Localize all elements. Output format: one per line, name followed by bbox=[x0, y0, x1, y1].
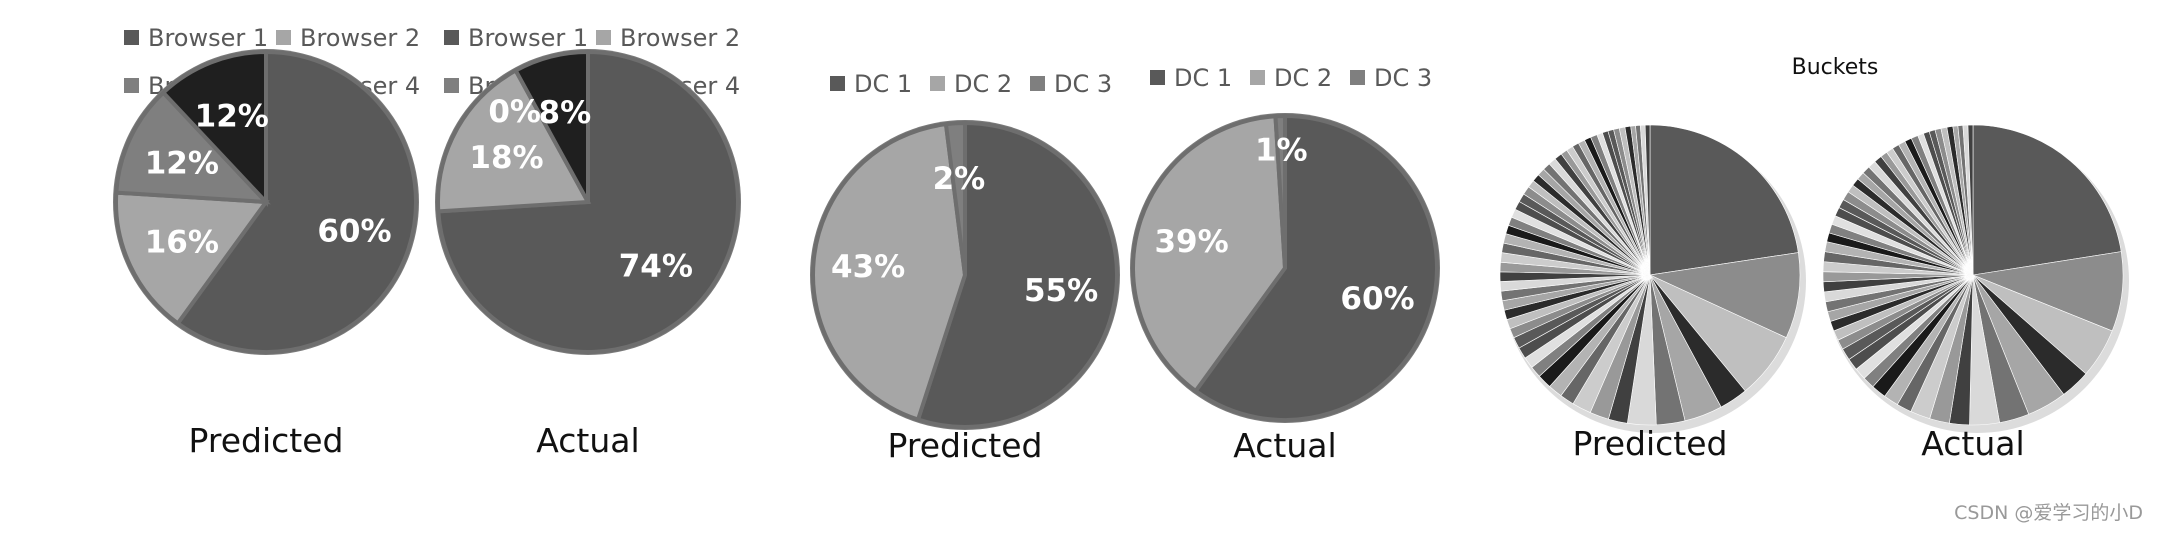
data-label: 18% bbox=[469, 140, 543, 176]
pie-slice bbox=[1967, 124, 1974, 276]
data-label: 39% bbox=[1154, 224, 1228, 260]
legend-swatch bbox=[444, 30, 459, 45]
pie-slice bbox=[1648, 252, 1801, 339]
pie-browser-actual: 74% 18% 0%8% bbox=[435, 49, 741, 355]
data-label: 8% bbox=[539, 95, 592, 131]
pie-slice bbox=[1273, 113, 1287, 269]
pie-caption: Predicted bbox=[888, 426, 1043, 465]
pie-caption: Actual bbox=[536, 421, 639, 460]
pie-slice bbox=[436, 67, 592, 214]
data-label: 2% bbox=[933, 161, 986, 197]
pie-slice bbox=[1644, 124, 1651, 276]
data-label: 1% bbox=[1255, 132, 1308, 168]
legend-swatch bbox=[596, 30, 611, 45]
data-label: 43% bbox=[831, 249, 905, 285]
legend-label: DC 1 bbox=[854, 70, 912, 98]
pie-browser-predicted: 60% 16% 12% 12% bbox=[113, 49, 419, 355]
watermark: CSDN @爱学习的小D bbox=[1954, 502, 2143, 524]
data-label: 12% bbox=[195, 99, 269, 135]
legend-swatch bbox=[1150, 70, 1165, 85]
pie-caption: Actual bbox=[1233, 426, 1336, 465]
pie-slice bbox=[1131, 114, 1288, 394]
legend-swatch bbox=[276, 30, 291, 45]
data-label: 60% bbox=[317, 214, 391, 250]
pie-slice bbox=[1192, 113, 1439, 422]
chart-title: Buckets bbox=[1792, 55, 1879, 80]
legend-label: DC 3 bbox=[1054, 70, 1112, 98]
data-label: 0% bbox=[488, 94, 541, 130]
pie-dc-actual: 60% 39% 1% bbox=[1130, 113, 1440, 423]
pie-slice bbox=[1649, 124, 1799, 276]
legend-swatch bbox=[1350, 70, 1365, 85]
legend-label: DC 1 bbox=[1174, 64, 1232, 92]
legend-swatch bbox=[1250, 70, 1265, 85]
data-label: 74% bbox=[619, 249, 693, 285]
pie-slice bbox=[811, 121, 968, 423]
pie-slice bbox=[160, 49, 268, 208]
legend-label: Browser 2 bbox=[620, 24, 740, 52]
legend-label: DC 2 bbox=[1274, 64, 1332, 92]
pie-caption: Actual bbox=[1921, 424, 2024, 463]
legend-swatch bbox=[830, 76, 845, 91]
pie-slice bbox=[513, 49, 590, 203]
legend-label: Browser 2 bbox=[300, 24, 420, 52]
legend-swatch bbox=[930, 76, 945, 91]
legend-label: Browser 1 bbox=[468, 24, 588, 52]
data-label: 12% bbox=[145, 145, 219, 181]
legend-label: DC 2 bbox=[954, 70, 1012, 98]
pie-slice bbox=[175, 49, 418, 354]
legend-swatch bbox=[124, 78, 139, 93]
legend-label: Browser 1 bbox=[148, 24, 268, 52]
pie-dc-predicted: 55% 43% 2% bbox=[810, 120, 1120, 430]
pie-buckets-actual bbox=[1822, 124, 2129, 433]
data-label: 16% bbox=[145, 225, 219, 261]
pie-slice bbox=[114, 89, 271, 205]
legend-swatch bbox=[444, 78, 459, 93]
legend-label: DC 3 bbox=[1374, 64, 1432, 92]
pie-slice bbox=[114, 190, 270, 327]
pie-slice bbox=[943, 120, 967, 276]
legend-swatch bbox=[1030, 76, 1045, 91]
pie-buckets-predicted bbox=[1499, 124, 1806, 433]
pie-slice bbox=[1972, 124, 2122, 276]
data-label: 60% bbox=[1340, 281, 1414, 317]
legend-swatch bbox=[124, 30, 139, 45]
pie-slice bbox=[915, 120, 1119, 429]
data-label: 55% bbox=[1024, 273, 1098, 309]
pie-caption: Predicted bbox=[189, 421, 344, 460]
pie-caption: Predicted bbox=[1573, 424, 1728, 463]
